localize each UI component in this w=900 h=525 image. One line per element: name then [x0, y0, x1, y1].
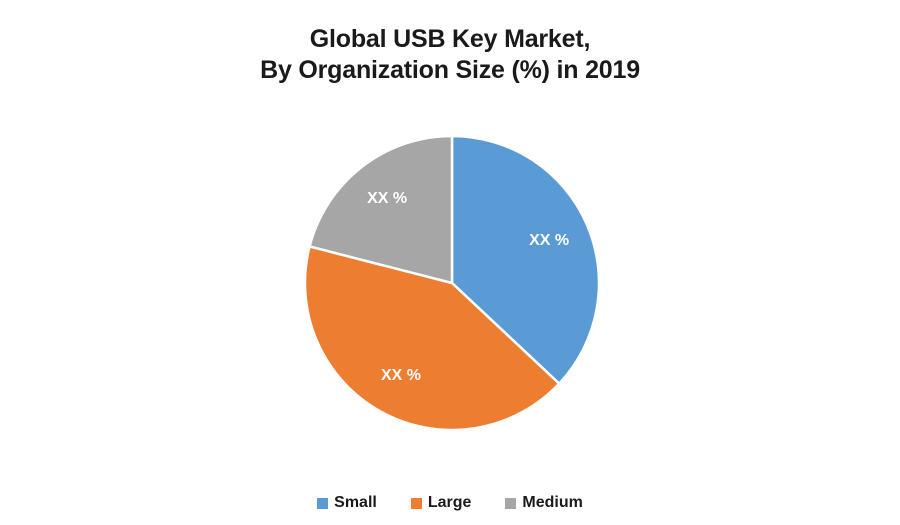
legend: Small Large Medium: [0, 495, 900, 511]
legend-swatch-small: [317, 497, 329, 509]
legend-item-medium: Medium: [505, 494, 583, 511]
legend-swatch-large: [410, 497, 422, 509]
slice-label-medium: XX %: [367, 190, 408, 208]
legend-label-small: Small: [334, 494, 377, 511]
chart-title: Global USB Key Market, By Organization S…: [0, 24, 900, 86]
pie-slice-large: [303, 245, 561, 432]
legend-label-medium: Medium: [522, 494, 583, 511]
slice-label-small: XX %: [529, 231, 570, 249]
pie-slice-small: [450, 134, 601, 385]
legend-item-large: Large: [410, 494, 472, 511]
legend-item-small: Small: [317, 495, 377, 511]
legend-swatch-medium: [505, 497, 517, 509]
slice-label-large: XX %: [380, 366, 422, 384]
chart-title-line-1: Global USB Key Market,: [309, 25, 591, 53]
pie-slice-medium: [308, 134, 454, 285]
legend-label-large: Large: [427, 494, 472, 511]
chart-title-line-2: By Organization Size (%) in 2019: [260, 56, 640, 84]
